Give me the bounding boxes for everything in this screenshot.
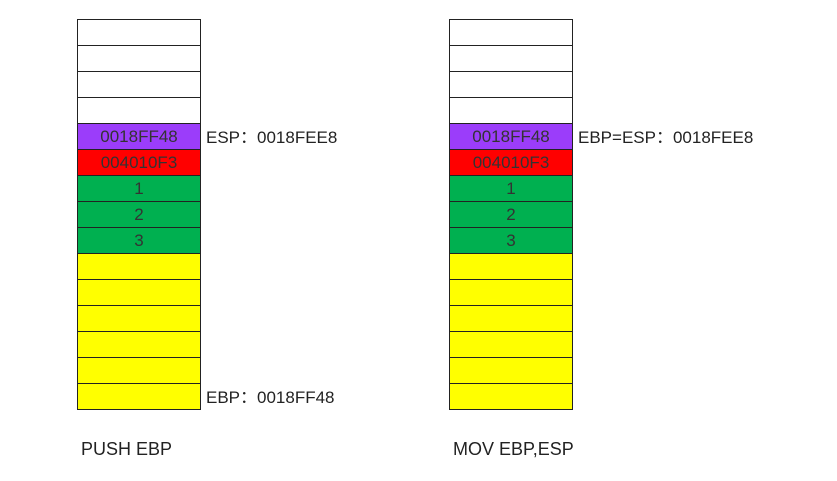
stack-cell-empty xyxy=(449,98,573,124)
stack-cell-empty xyxy=(449,46,573,72)
stack-cell-caller-frame xyxy=(449,306,573,332)
stack-cell-return-address: 004010F3 xyxy=(77,150,201,176)
stack-cell-caller-frame xyxy=(449,332,573,358)
stack-cell-caller-frame xyxy=(77,358,201,384)
stack-cell-caller-frame xyxy=(449,358,573,384)
stack-cell-caller-frame xyxy=(449,254,573,280)
stack-cell-empty xyxy=(77,46,201,72)
stack-cell-empty xyxy=(77,20,201,46)
stack-cell-empty xyxy=(77,72,201,98)
stack-column: 0018FF48 004010F3 1 2 3 xyxy=(449,19,573,410)
stack-cell-caller-frame xyxy=(77,384,201,410)
stack-cell-caller-frame xyxy=(77,332,201,358)
push-ebp-panel: 0018FF48 004010F3 1 2 3 ESP：0018FEE8 EBP：001… xyxy=(0,0,380,481)
stack-cell-arguments: 2 xyxy=(449,202,573,228)
stack-cell-arguments: 3 xyxy=(449,228,573,254)
stack-cell-return-address: 004010F3 xyxy=(449,150,573,176)
mov-ebp-esp-panel: 0018FF48 004010F3 1 2 3 EBP=ESP：0018FEE8 MOV… xyxy=(372,0,754,481)
stack-cell-caller-frame xyxy=(449,280,573,306)
stack-column: 0018FF48 004010F3 1 2 3 xyxy=(77,19,201,410)
stack-cell-saved-ebp: 0018FF48 xyxy=(449,124,573,150)
stack-cell-empty xyxy=(77,98,201,124)
stack-cell-empty xyxy=(449,72,573,98)
stack-cell-arguments: 1 xyxy=(77,176,201,202)
stack-cell-caller-frame xyxy=(77,280,201,306)
panel-caption: PUSH EBP xyxy=(81,439,173,459)
stack-cell-saved-ebp: 0018FF48 xyxy=(77,124,201,150)
ebp-esp-pointer-label: EBP=ESP：0018FEE8 xyxy=(578,128,754,147)
stack-cell-arguments: 3 xyxy=(77,228,201,254)
esp-pointer-label: ESP：0018FEE8 xyxy=(206,128,338,147)
stack-cell-arguments: 1 xyxy=(449,176,573,202)
stack-cell-caller-frame xyxy=(77,306,201,332)
stack-cell-arguments: 2 xyxy=(77,202,201,228)
stack-cell-empty xyxy=(449,20,573,46)
panel-caption: MOV EBP,ESP xyxy=(453,439,574,459)
stack-cell-caller-frame xyxy=(77,254,201,280)
stack-cell-caller-frame xyxy=(449,384,573,410)
ebp-pointer-label: EBP：0018FF48 xyxy=(206,388,335,407)
